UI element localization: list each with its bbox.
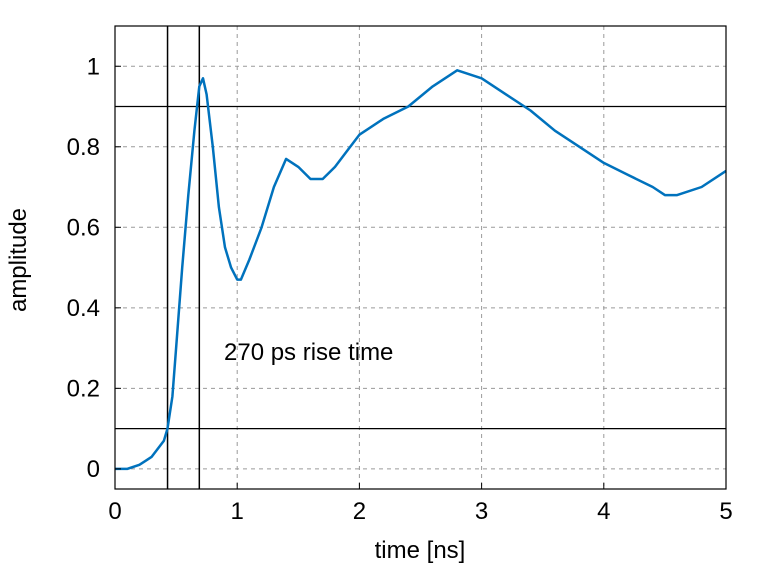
amplitude-series-line <box>115 69 727 471</box>
y-axis-label: amplitude <box>5 208 32 312</box>
grid <box>115 26 726 489</box>
x-axis-label: time [ns] <box>375 537 466 564</box>
x-tick-label: 0 <box>108 498 121 525</box>
x-axis-ticks: 0 1 2 3 4 5 <box>108 483 733 525</box>
y-tick-label: 0 <box>87 456 100 483</box>
y-axis-ticks: 0 0.2 0.4 0.6 0.8 1 <box>67 53 121 483</box>
y-tick-label: 0.4 <box>67 295 100 322</box>
rise-time-annotation: 270 ps rise time <box>224 339 393 366</box>
x-tick-label: 4 <box>597 498 610 525</box>
y-tick-label: 1 <box>87 53 100 80</box>
y-tick-label: 0.2 <box>67 375 100 402</box>
y-tick-label: 0.6 <box>67 214 100 241</box>
reference-lines <box>115 26 726 489</box>
y-tick-label: 0.8 <box>67 134 100 161</box>
plot-frame <box>114 25 727 490</box>
series-group <box>115 69 727 471</box>
x-tick-label: 1 <box>231 498 244 525</box>
x-tick-label: 3 <box>475 498 488 525</box>
x-tick-label: 5 <box>719 498 732 525</box>
x-tick-label: 2 <box>353 498 366 525</box>
